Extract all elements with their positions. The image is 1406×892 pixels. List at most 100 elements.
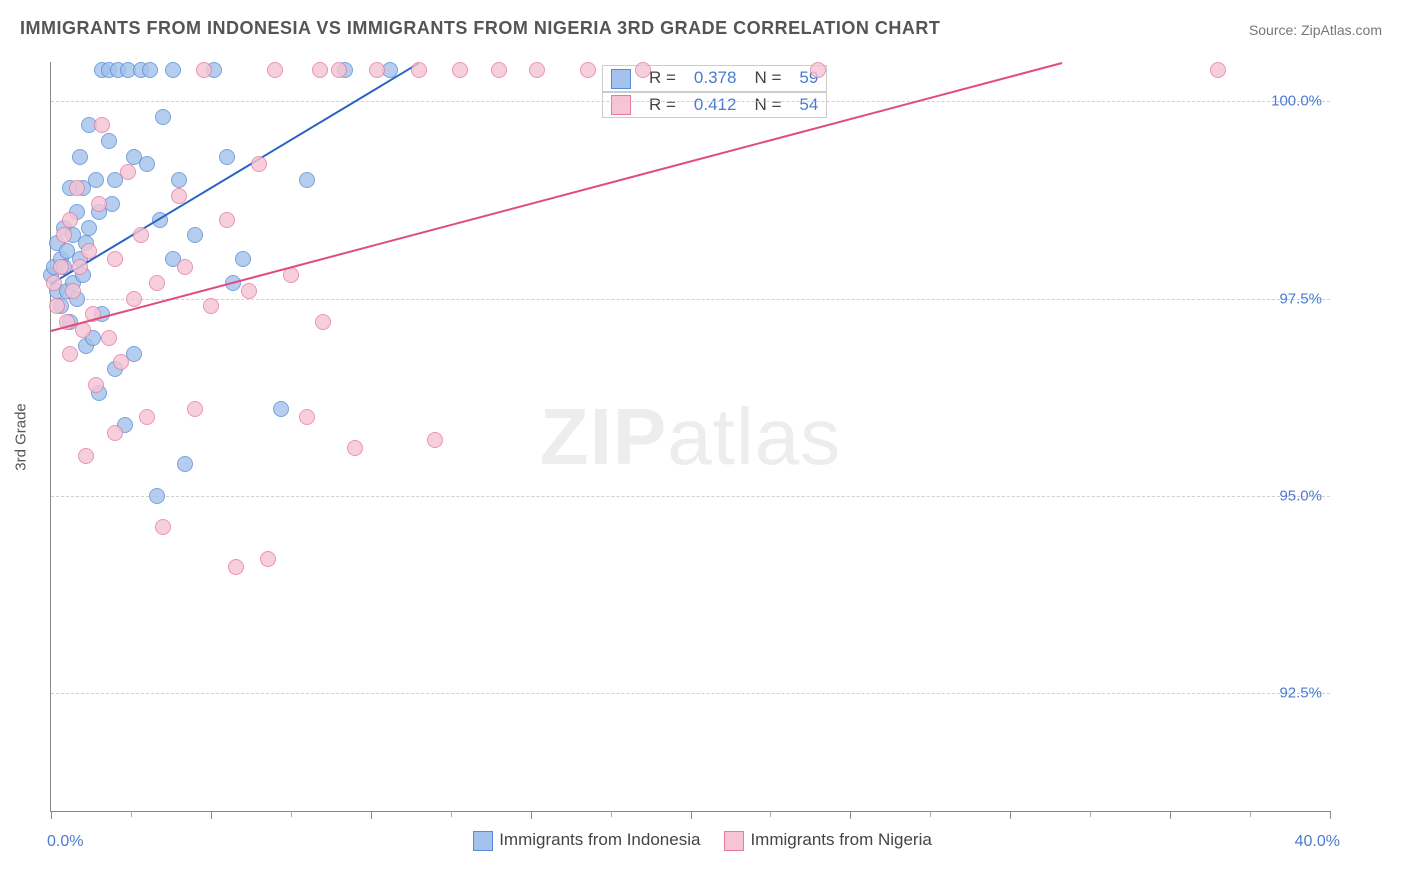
watermark: ZIPatlas — [540, 391, 841, 483]
data-point — [56, 227, 72, 243]
data-point — [491, 62, 507, 78]
x-tick — [371, 811, 372, 819]
data-point — [203, 298, 219, 314]
source-label: Source: ZipAtlas.com — [1249, 22, 1382, 38]
legend-label: Immigrants from Nigeria — [750, 830, 931, 849]
y-tick-label: 95.0% — [1279, 487, 1322, 504]
data-point — [241, 283, 257, 299]
data-point — [260, 551, 276, 567]
data-point — [88, 377, 104, 393]
data-point — [299, 172, 315, 188]
x-tick — [1010, 811, 1011, 819]
gridline-h — [51, 101, 1330, 102]
legend-swatch-icon — [611, 69, 631, 89]
legend-swatch-icon — [473, 831, 493, 851]
data-point — [62, 212, 78, 228]
data-point — [65, 283, 81, 299]
data-point — [81, 220, 97, 236]
data-point — [81, 243, 97, 259]
y-tick-label: 97.5% — [1279, 290, 1322, 307]
data-point — [299, 409, 315, 425]
x-tick-minor — [930, 811, 931, 817]
x-tick-minor — [1250, 811, 1251, 817]
x-tick — [51, 811, 52, 819]
gridline-h — [51, 496, 1330, 497]
data-point — [142, 62, 158, 78]
data-point — [46, 275, 62, 291]
data-point — [149, 275, 165, 291]
data-point — [155, 109, 171, 125]
data-point — [427, 432, 443, 448]
data-point — [78, 448, 94, 464]
series-legend: Immigrants from Indonesia Immigrants from… — [51, 830, 1330, 851]
legend-swatch-icon — [611, 95, 631, 115]
data-point — [94, 117, 110, 133]
data-point — [120, 164, 136, 180]
data-point — [139, 409, 155, 425]
data-point — [101, 330, 117, 346]
data-point — [91, 196, 107, 212]
x-tick — [691, 811, 692, 819]
data-point — [107, 251, 123, 267]
data-point — [267, 62, 283, 78]
data-point — [219, 212, 235, 228]
data-point — [635, 62, 651, 78]
data-point — [72, 259, 88, 275]
data-point — [171, 172, 187, 188]
data-point — [369, 62, 385, 78]
data-point — [62, 346, 78, 362]
legend-swatch-icon — [724, 831, 744, 851]
x-tick-minor — [451, 811, 452, 817]
gridline-h — [51, 693, 1330, 694]
y-axis-label: 3rd Grade — [13, 403, 30, 471]
data-point — [251, 156, 267, 172]
chart-title: IMMIGRANTS FROM INDONESIA VS IMMIGRANTS … — [20, 18, 940, 39]
data-point — [312, 62, 328, 78]
data-point — [529, 62, 545, 78]
trend-line — [51, 62, 1063, 332]
x-tick-minor — [611, 811, 612, 817]
data-point — [187, 227, 203, 243]
x-tick-minor — [291, 811, 292, 817]
data-point — [113, 354, 129, 370]
data-point — [219, 149, 235, 165]
data-point — [155, 519, 171, 535]
data-point — [235, 251, 251, 267]
data-point — [228, 559, 244, 575]
data-point — [177, 259, 193, 275]
x-tick — [531, 811, 532, 819]
data-point — [49, 298, 65, 314]
data-point — [347, 440, 363, 456]
data-point — [411, 62, 427, 78]
gridline-h — [51, 299, 1330, 300]
data-point — [1210, 62, 1226, 78]
trend-line — [50, 62, 419, 284]
x-tick — [850, 811, 851, 819]
data-point — [331, 62, 347, 78]
data-point — [88, 172, 104, 188]
data-point — [177, 456, 193, 472]
x-tick — [1170, 811, 1171, 819]
x-tick-minor — [770, 811, 771, 817]
data-point — [187, 401, 203, 417]
x-tick-minor — [131, 811, 132, 817]
y-tick-label: 100.0% — [1271, 93, 1322, 110]
data-point — [580, 62, 596, 78]
data-point — [53, 259, 69, 275]
data-point — [139, 156, 155, 172]
data-point — [315, 314, 331, 330]
data-point — [72, 149, 88, 165]
scatter-plot: ZIPatlas 3rd Grade R =0.378N =59R =0.412… — [50, 62, 1330, 812]
data-point — [133, 227, 149, 243]
data-point — [452, 62, 468, 78]
data-point — [273, 401, 289, 417]
y-tick-label: 92.5% — [1279, 684, 1322, 701]
x-tick — [211, 811, 212, 819]
data-point — [196, 62, 212, 78]
legend-label: Immigrants from Indonesia — [499, 830, 700, 849]
data-point — [171, 188, 187, 204]
data-point — [107, 425, 123, 441]
data-point — [101, 133, 117, 149]
data-point — [126, 291, 142, 307]
x-min-label: 0.0% — [47, 833, 83, 851]
